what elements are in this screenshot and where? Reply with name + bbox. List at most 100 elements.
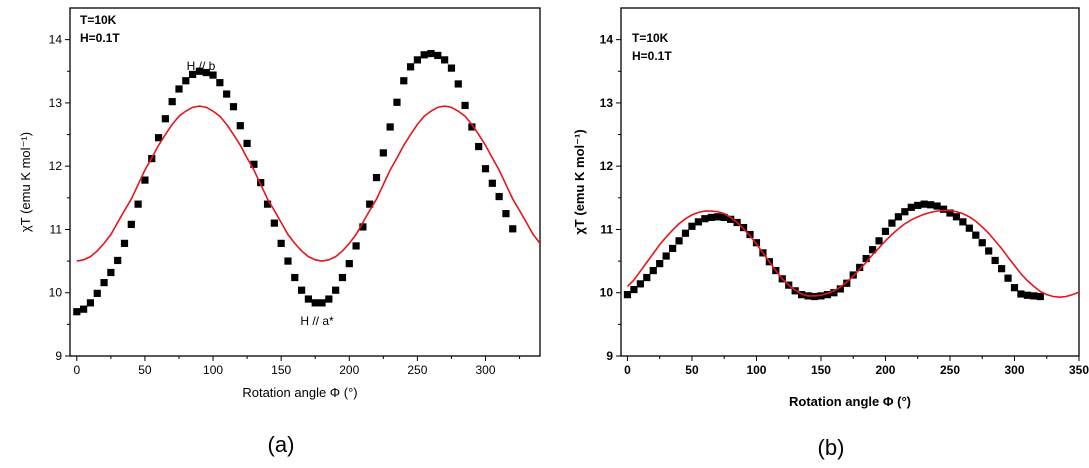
data-point-a <box>495 192 503 201</box>
data-point-b <box>636 280 644 288</box>
y-tick-label-b: 12 <box>600 159 614 173</box>
data-point-a <box>325 295 333 303</box>
data-point-b <box>862 254 870 263</box>
x-tick-label-b: 250 <box>940 363 960 377</box>
y-tick-label-a: 13 <box>49 96 63 110</box>
data-point-b <box>701 215 709 223</box>
data-point-a <box>454 80 462 88</box>
data-point-a <box>277 239 285 247</box>
data-point-b <box>849 271 857 279</box>
data-point-b <box>823 291 832 299</box>
x-tick-label-a: 100 <box>203 363 223 377</box>
data-point-b <box>681 229 690 237</box>
data-point-a <box>168 98 176 106</box>
y-tick-label-b: 13 <box>600 96 614 110</box>
data-point-b <box>881 227 890 235</box>
y-tick-label-b: 10 <box>600 286 614 300</box>
data-point-a <box>263 200 272 208</box>
x-tick-label-a: 50 <box>138 363 152 377</box>
data-point-b <box>843 279 851 287</box>
data-point-a <box>223 90 231 98</box>
data-point-b <box>1036 292 1044 301</box>
data-point-a <box>441 56 449 64</box>
data-point-a <box>86 299 95 307</box>
data-point-a <box>447 64 456 72</box>
data-point-b <box>997 265 1006 273</box>
data-point-a <box>332 286 340 294</box>
data-point-b <box>649 266 657 275</box>
data-point-b <box>714 213 722 221</box>
data-point-b <box>662 252 670 260</box>
point-label-h-astar: H // a* <box>300 314 334 328</box>
data-point-b <box>669 244 677 253</box>
data-point-a <box>107 268 115 277</box>
data-point-b <box>643 273 651 282</box>
data-point-b <box>707 213 715 222</box>
data-point-a <box>182 77 190 85</box>
data-point-a <box>284 257 292 265</box>
data-point-a <box>250 160 258 168</box>
data-point-b <box>688 222 696 230</box>
data-point-a <box>127 220 135 228</box>
data-point-b <box>1004 274 1012 282</box>
plot-frame-b <box>620 7 1080 357</box>
data-point-a <box>134 200 142 208</box>
data-point-a <box>189 70 197 79</box>
panel-a: 0 50 100 150 200 250 300 9 10 11 12 13 14 T=10K H=0.… <box>18 7 541 457</box>
plot-area-b <box>623 200 1079 301</box>
data-point-a <box>420 51 428 59</box>
data-point-b <box>727 215 735 223</box>
data-point-a <box>468 123 476 131</box>
data-point-b <box>830 289 838 297</box>
x-tick-label-a: 0 <box>73 363 80 377</box>
fit-curve-b <box>626 209 1079 298</box>
data-point-a <box>195 67 204 75</box>
data-point-a <box>481 165 490 173</box>
data-point-a <box>114 256 122 265</box>
data-point-a <box>359 223 367 231</box>
data-point-a <box>73 308 81 316</box>
annotation-temperature-b: T=10K <box>632 31 669 45</box>
data-point-a <box>80 305 88 313</box>
data-point-a <box>345 260 353 268</box>
data-point-a <box>243 139 251 147</box>
data-point-a <box>372 173 381 182</box>
data-point-a <box>427 49 435 58</box>
x-tick-label-a: 150 <box>271 363 291 377</box>
data-point-b <box>856 263 864 272</box>
data-point-a <box>338 273 347 282</box>
y-tick-label-a: 12 <box>49 159 63 173</box>
data-point-b <box>1030 292 1038 300</box>
y-tick-label-a: 10 <box>49 286 63 300</box>
data-point-b <box>933 202 941 210</box>
data-point-b <box>914 201 922 210</box>
y-axis-label-b: χT (emu K mol⁻¹) <box>572 129 587 234</box>
data-point-b <box>946 209 954 217</box>
data-point-a <box>216 79 224 87</box>
data-point-b <box>920 200 928 208</box>
data-point-b <box>739 223 748 232</box>
panel-b: 0 50 100 150 200 250 300 350 9 10 11 12 13 14 T=10K H… <box>572 7 1089 460</box>
x-tick-label-b: 50 <box>685 363 699 377</box>
x-axis-label-b: Rotation angle Φ (°) <box>789 394 911 409</box>
data-point-a <box>475 142 483 151</box>
data-point-a <box>161 115 169 123</box>
data-point-b <box>907 203 915 211</box>
data-point-a <box>209 71 217 79</box>
data-point-b <box>1017 290 1025 298</box>
marks-a <box>73 49 540 316</box>
panel-label-a: (a) <box>268 432 295 457</box>
y-tick-label-b: 14 <box>600 33 614 47</box>
data-point-a <box>311 299 319 307</box>
annotation-temperature-a: T=10K <box>80 13 117 27</box>
y-tick-label-b: 9 <box>606 349 613 363</box>
y-tick-label-a: 11 <box>50 222 63 236</box>
x-tick-label-b: 300 <box>1004 363 1024 377</box>
data-point-a <box>291 273 299 282</box>
data-point-b <box>888 219 896 227</box>
data-point-b <box>1010 284 1019 292</box>
marks-b <box>623 200 1079 301</box>
fit-curve-a <box>76 105 540 262</box>
data-point-b <box>720 213 728 222</box>
x-tick-label-b: 0 <box>624 363 631 377</box>
